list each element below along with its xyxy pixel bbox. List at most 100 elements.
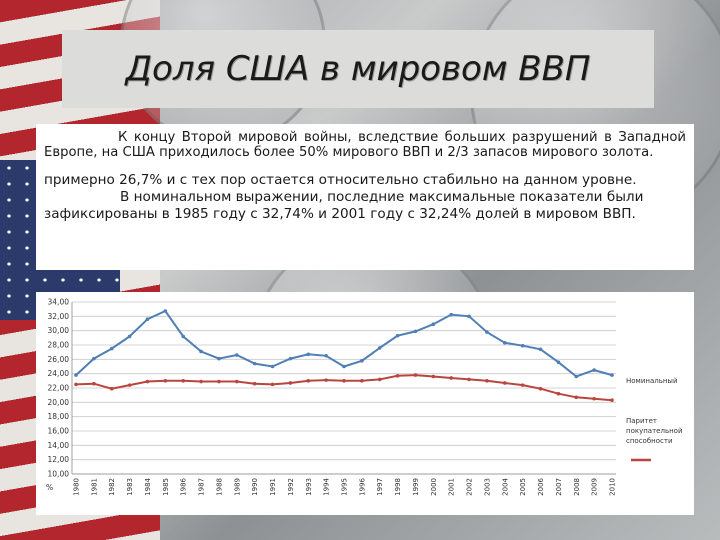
- y-tick-label: 12,00: [48, 455, 70, 464]
- series-point-0: [181, 334, 185, 339]
- series-point-1: [556, 391, 561, 396]
- x-tick-label: 2008: [573, 478, 581, 496]
- x-tick-label: 1983: [126, 478, 134, 496]
- series-point-0: [145, 317, 150, 321]
- series-point-1: [306, 379, 311, 383]
- paragraph-postwar: К концу Второй мировой войны, вследствие…: [44, 130, 686, 160]
- x-tick-label: 2006: [537, 477, 545, 495]
- series-point-1: [270, 382, 275, 387]
- series-point-1: [467, 377, 471, 382]
- x-tick-label: 2001: [448, 478, 456, 496]
- series-point-0: [538, 347, 543, 352]
- x-tick-label: 1986: [180, 477, 188, 495]
- series-point-0: [199, 349, 203, 354]
- y-tick-label: 26,00: [48, 355, 70, 364]
- series-point-0: [306, 352, 311, 357]
- y-unit-label: %: [46, 483, 53, 492]
- series-point-0: [574, 374, 579, 379]
- series-point-1: [92, 381, 96, 386]
- series-point-0: [413, 329, 418, 334]
- x-tick-label: 1994: [323, 477, 331, 495]
- series-point-1: [538, 386, 543, 391]
- series-point-1: [485, 379, 489, 383]
- series-point-0: [127, 334, 132, 339]
- series-point-0: [556, 360, 561, 364]
- series-point-0: [74, 373, 78, 377]
- series-point-1: [199, 379, 203, 384]
- series-point-1: [360, 379, 364, 383]
- x-tick-label: 1989: [233, 478, 241, 496]
- series-point-0: [520, 343, 525, 348]
- y-tick-label: 14,00: [48, 441, 70, 450]
- x-tick-label: 2000: [430, 478, 438, 496]
- x-tick-label: 2002: [466, 478, 474, 496]
- x-tick-label: 1988: [215, 478, 223, 496]
- x-tick-label: 2007: [555, 478, 563, 496]
- y-tick-label: 28,00: [48, 341, 70, 350]
- series-point-1: [395, 374, 400, 378]
- x-tick-label: 1998: [394, 478, 402, 496]
- series-point-0: [360, 358, 364, 363]
- series-point-0: [592, 368, 596, 372]
- y-tick-label: 30,00: [48, 326, 70, 335]
- series-point-0: [449, 312, 454, 317]
- x-tick-label: 1987: [198, 478, 206, 496]
- paragraph-nominal-peaks: В номинальном выражении, последние макси…: [44, 189, 644, 222]
- y-tick-label: 32,00: [48, 312, 70, 321]
- x-tick-label: 1984: [144, 477, 152, 495]
- series-point-1: [610, 398, 614, 402]
- series-point-1: [449, 376, 454, 380]
- series-point-1: [235, 379, 239, 384]
- series-point-1: [413, 373, 418, 377]
- title-panel: Доля США в мировом ВВП: [62, 30, 654, 108]
- series-point-0: [485, 330, 489, 334]
- series-point-0: [503, 341, 507, 345]
- series-point-0: [217, 356, 221, 361]
- x-tick-label: 1999: [412, 478, 420, 496]
- y-tick-label: 22,00: [48, 384, 70, 393]
- slide-title: Доля США в мировом ВВП: [125, 49, 591, 89]
- chart-panel: 10,00 12,00 14,00 16,00 18,00 20,00 22,00 24,00…: [36, 292, 694, 515]
- x-tick-label: 1993: [305, 478, 313, 496]
- series-point-0: [431, 322, 436, 327]
- x-tick-label: 1996: [358, 477, 366, 495]
- x-tick-label: 1990: [251, 478, 259, 496]
- x-tick-label: 2010: [609, 478, 617, 496]
- series-point-0: [324, 353, 328, 358]
- x-tick-label: 2003: [483, 478, 491, 496]
- text-panel: К концу Второй мировой войны, вследствие…: [36, 124, 694, 270]
- series-point-1: [145, 379, 150, 384]
- legend-label-ppp: Паритет покупательной способности: [626, 417, 683, 445]
- series-point-1: [377, 377, 382, 382]
- gdp-share-chart: 10,00 12,00 14,00 16,00 18,00 20,00 22,00 24,00…: [46, 298, 683, 496]
- legend-label-nominal: Номинальный: [626, 377, 678, 385]
- series-point-1: [520, 383, 525, 387]
- series-point-0: [610, 373, 614, 377]
- x-tick-label: 1981: [90, 478, 98, 496]
- series-point-1: [163, 379, 168, 383]
- x-tick-label: 1995: [341, 478, 349, 496]
- series-point-0: [235, 353, 239, 357]
- series-point-0: [270, 364, 275, 369]
- y-tick-label: 20,00: [48, 398, 70, 407]
- series-point-1: [431, 374, 436, 379]
- series-point-1: [288, 381, 293, 385]
- series-point-1: [217, 379, 221, 384]
- y-tick-label: 18,00: [48, 412, 70, 421]
- x-tick-label: 2004: [501, 477, 509, 495]
- x-tick-label: 1985: [162, 478, 170, 496]
- series-point-1: [127, 383, 132, 387]
- series-point-1: [252, 381, 257, 386]
- series-point-1: [592, 396, 596, 401]
- series-point-1: [324, 378, 328, 382]
- series-point-0: [252, 361, 257, 366]
- y-tick-label: 10,00: [48, 470, 70, 479]
- series-point-1: [503, 381, 507, 385]
- x-tick-label: 1982: [108, 478, 116, 496]
- series-point-1: [74, 382, 78, 387]
- series-point-0: [109, 346, 114, 351]
- series-point-1: [181, 379, 185, 383]
- x-tick-label: 2005: [519, 478, 527, 496]
- x-tick-label: 2009: [591, 478, 599, 496]
- series-point-1: [574, 395, 579, 400]
